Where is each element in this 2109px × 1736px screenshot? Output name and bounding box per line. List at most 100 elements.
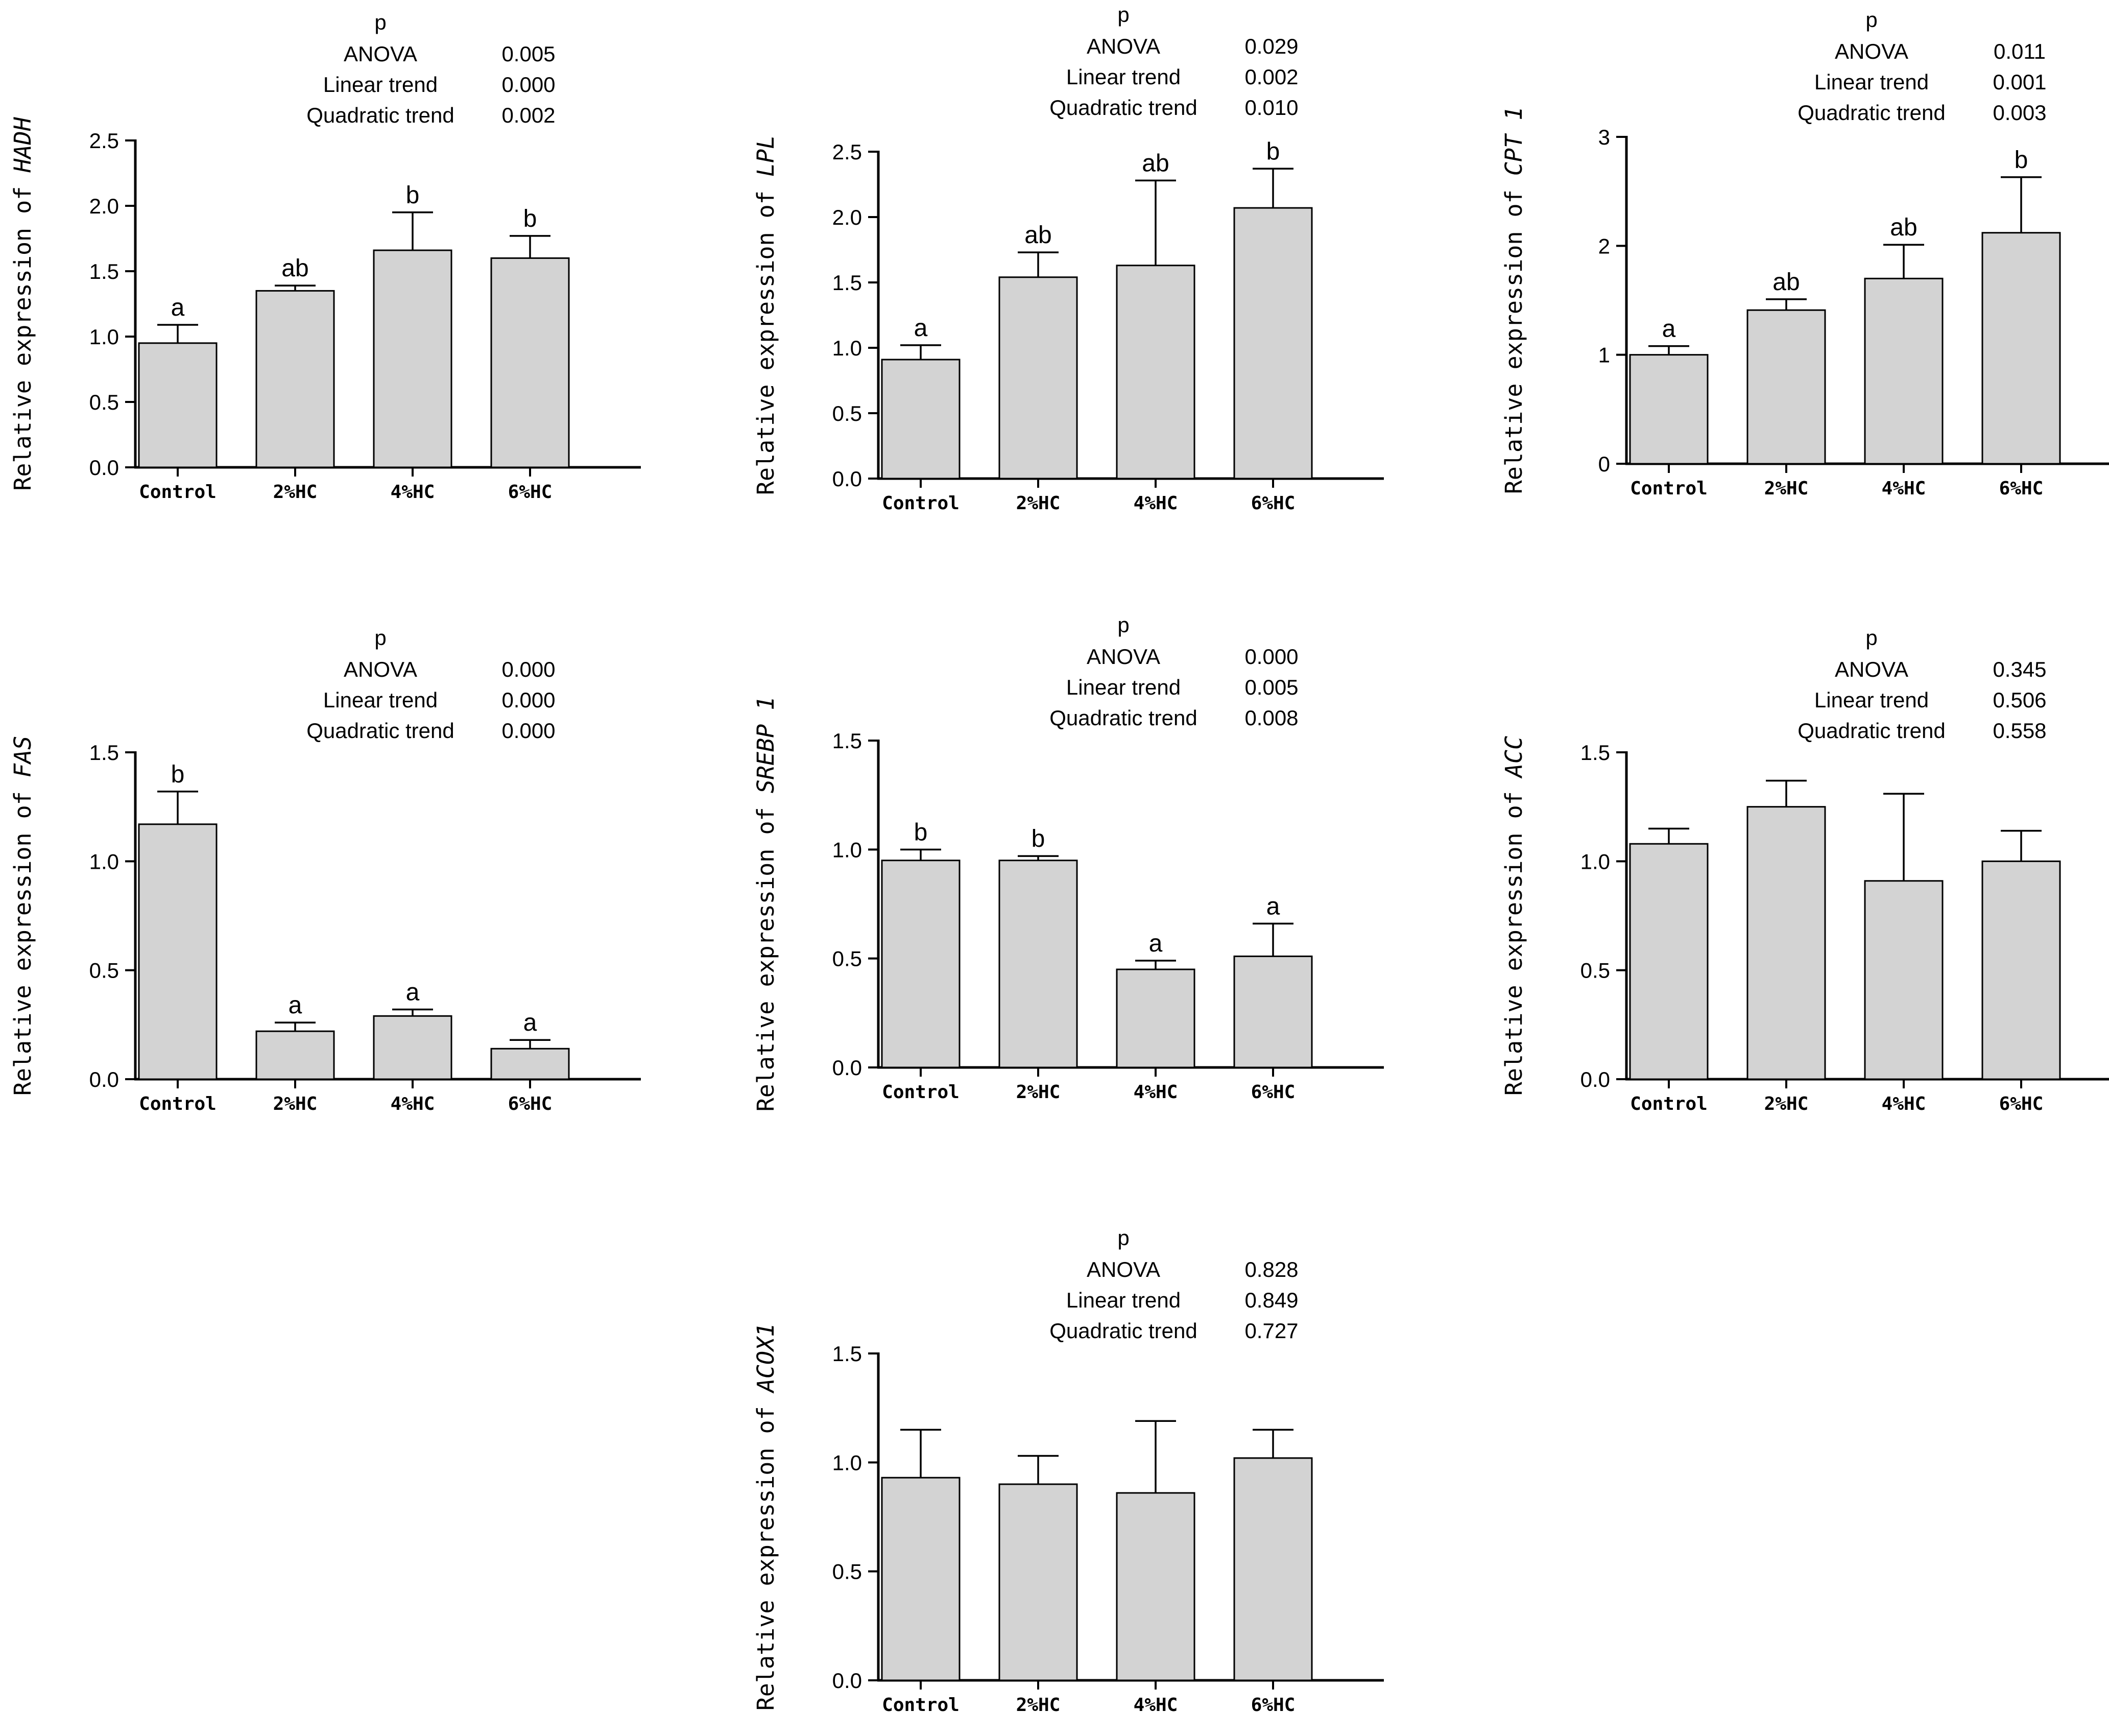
y-axis-title: Relative expression of HADH bbox=[9, 116, 36, 490]
bar bbox=[1746, 806, 1826, 1080]
y-axis-title: Relative expression of SREBP 1 bbox=[752, 697, 779, 1112]
stats-value: 0.003 bbox=[1993, 101, 2046, 125]
significance-label: a bbox=[914, 315, 928, 342]
y-tick-label: 0.0 bbox=[1580, 1067, 1610, 1091]
y-axis-title: Relative expression of ACOX1 bbox=[752, 1323, 779, 1711]
y-tick-label: 0.5 bbox=[89, 390, 119, 414]
chart-panel: p ANOVA 0.828 Linear trend 0.849 Quadratic tr… bbox=[752, 1226, 1384, 1716]
significance-label: b bbox=[2015, 147, 2028, 174]
x-tick-label: Control bbox=[1630, 478, 1708, 499]
chart-panel: p ANOVA 0.000 Linear trend 0.000 Quadratic tr… bbox=[9, 626, 641, 1114]
y-tick-label: 2.0 bbox=[89, 194, 119, 218]
y-tick-label: 1.0 bbox=[832, 336, 862, 360]
stats-name: ANOVA bbox=[1835, 657, 1908, 681]
stats-name: ANOVA bbox=[344, 42, 417, 66]
significance-label: a bbox=[523, 1009, 537, 1036]
y-tick-label: 1.0 bbox=[1580, 849, 1610, 873]
significance-label: a bbox=[1266, 893, 1280, 920]
bar bbox=[1629, 843, 1709, 1080]
x-tick-label: 4%HC bbox=[391, 1093, 435, 1114]
stats-name: Quadratic trend bbox=[1798, 719, 1946, 743]
bar bbox=[1233, 207, 1313, 480]
stats-header: p bbox=[1865, 626, 1877, 650]
significance-label: b bbox=[1032, 825, 1045, 852]
chart-panel: p ANOVA 0.005 Linear trend 0.000 Quadratic tr… bbox=[9, 10, 641, 503]
stats-value: 0.000 bbox=[1244, 645, 1298, 669]
stats-value: 0.005 bbox=[501, 42, 555, 66]
bar bbox=[1746, 309, 1826, 465]
stats-name: ANOVA bbox=[1087, 1257, 1160, 1281]
bar bbox=[255, 290, 335, 468]
x-tick-label: 2%HC bbox=[1764, 1093, 1809, 1114]
stats-name: Quadratic trend bbox=[1798, 101, 1946, 125]
stats-name: Quadratic trend bbox=[306, 103, 454, 127]
stats-value: 0.727 bbox=[1244, 1319, 1298, 1343]
stats-name: Linear trend bbox=[1066, 1288, 1181, 1312]
x-tick-label: 4%HC bbox=[391, 482, 435, 503]
bar bbox=[1864, 880, 1944, 1080]
stats-name: Linear trend bbox=[1066, 65, 1181, 89]
bar bbox=[998, 860, 1078, 1068]
stats-value: 0.558 bbox=[1993, 719, 2046, 743]
bar bbox=[373, 249, 452, 468]
stats-name: Quadratic trend bbox=[1049, 96, 1197, 120]
bar bbox=[1981, 232, 2061, 465]
significance-label: b bbox=[523, 205, 537, 232]
stats-name: Quadratic trend bbox=[306, 719, 454, 743]
stats-value: 0.011 bbox=[1994, 39, 2046, 63]
stats-name: Quadratic trend bbox=[1049, 1319, 1197, 1343]
stats-value: 0.010 bbox=[1244, 96, 1298, 120]
x-tick-label: Control bbox=[1630, 1093, 1708, 1114]
y-tick-label: 0 bbox=[1598, 452, 1610, 476]
y-tick-label: 1.5 bbox=[89, 259, 119, 283]
stats-value: 0.002 bbox=[1244, 65, 1298, 89]
x-tick-label: 2%HC bbox=[273, 1093, 318, 1114]
stats-name: ANOVA bbox=[344, 657, 417, 681]
significance-label: a bbox=[171, 294, 185, 321]
y-tick-label: 2.0 bbox=[832, 205, 862, 229]
stats-value: 0.849 bbox=[1244, 1288, 1298, 1312]
y-tick-label: 2 bbox=[1598, 234, 1610, 258]
chart-panel: p ANOVA 0.000 Linear trend 0.005 Quadratic tr… bbox=[752, 613, 1384, 1111]
significance-label: b bbox=[406, 182, 420, 209]
x-tick-label: Control bbox=[882, 1695, 960, 1716]
significance-label: b bbox=[914, 819, 928, 846]
x-tick-label: 6%HC bbox=[1251, 1695, 1296, 1716]
y-tick-label: 0.0 bbox=[832, 1056, 862, 1080]
x-tick-label: 4%HC bbox=[1134, 1695, 1178, 1716]
y-tick-label: 1.0 bbox=[89, 849, 119, 873]
stats-value: 0.029 bbox=[1244, 34, 1298, 58]
y-tick-label: 1.5 bbox=[832, 1342, 862, 1366]
y-axis-title: Relative expression of CPT 1 bbox=[1500, 107, 1527, 494]
bar bbox=[490, 1048, 570, 1080]
x-tick-label: 4%HC bbox=[1134, 1082, 1178, 1103]
significance-label: ab bbox=[281, 255, 308, 282]
y-tick-label: 1.5 bbox=[1580, 741, 1610, 765]
x-tick-label: 4%HC bbox=[1882, 478, 1926, 499]
stats-value: 0.002 bbox=[501, 103, 555, 127]
stats-value: 0.345 bbox=[1993, 657, 2046, 681]
bar bbox=[1116, 265, 1195, 480]
y-tick-label: 0.0 bbox=[89, 1067, 119, 1091]
bar bbox=[881, 1477, 961, 1681]
stats-header: p bbox=[1865, 8, 1877, 32]
x-tick-label: 6%HC bbox=[1251, 493, 1296, 514]
bar bbox=[1629, 354, 1709, 465]
y-axis-title: Relative expression of LPL bbox=[752, 135, 779, 495]
bar bbox=[881, 860, 961, 1068]
bar bbox=[1981, 860, 2061, 1080]
stats-name: ANOVA bbox=[1087, 34, 1160, 58]
chart-panel: p ANOVA 0.029 Linear trend 0.002 Quadratic tr… bbox=[752, 3, 1384, 514]
bar bbox=[1233, 1457, 1313, 1681]
y-tick-label: 2.5 bbox=[89, 129, 119, 153]
y-tick-label: 0.5 bbox=[1580, 959, 1610, 983]
x-tick-label: 6%HC bbox=[508, 482, 553, 503]
significance-label: a bbox=[289, 992, 302, 1019]
x-tick-label: Control bbox=[139, 1093, 217, 1114]
y-tick-label: 2.5 bbox=[832, 140, 862, 164]
y-tick-label: 1.5 bbox=[832, 271, 862, 295]
x-tick-label: Control bbox=[882, 1082, 960, 1103]
y-axis-title: Relative expression of ACC bbox=[1500, 736, 1527, 1096]
bar bbox=[138, 823, 218, 1080]
